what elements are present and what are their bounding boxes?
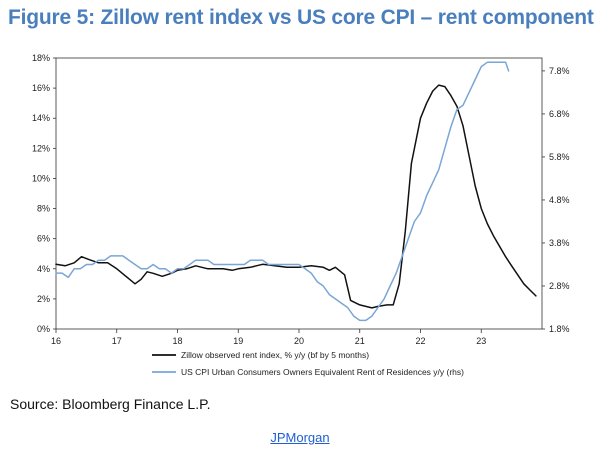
legend-label-zillow: Zillow observed rent index, % y/y (bf by…	[181, 350, 369, 360]
x-tick-label: 23	[476, 336, 486, 346]
right-tick-label: 1.8%	[549, 324, 570, 334]
axes: 0% 2% 4% 6% 8% 10% 12% 14% 16% 18% 1.8% 2.8% 3.8% 4.8…	[32, 53, 570, 346]
plot-frame	[55, 57, 543, 330]
left-tick-label: 14%	[32, 113, 50, 123]
series-lines	[55, 61, 537, 322]
legend: Zillow observed rent index, % y/y (bf by…	[152, 350, 464, 377]
cpi-oer-line	[55, 61, 510, 322]
x-tick-label: 20	[294, 336, 304, 346]
right-tick-label: 4.8%	[549, 195, 570, 205]
x-tick-label: 21	[355, 336, 365, 346]
left-tick-label: 16%	[32, 83, 50, 93]
right-tick-label: 6.8%	[549, 109, 570, 119]
x-tick-label: 19	[233, 336, 243, 346]
left-tick-label: 2%	[37, 294, 50, 304]
left-tick-label: 12%	[32, 143, 50, 153]
line-chart: 0% 2% 4% 6% 8% 10% 12% 14% 16% 18% 1.8% 2.8% 3.8% 4.8…	[32, 53, 570, 377]
right-tick-label: 3.8%	[549, 238, 570, 248]
x-tick-label: 17	[112, 336, 122, 346]
zillow-rent-line	[55, 84, 537, 309]
right-tick-label: 7.8%	[549, 66, 570, 76]
left-tick-label: 6%	[37, 234, 50, 244]
left-tick-label: 8%	[37, 204, 50, 214]
right-tick-label: 2.8%	[549, 281, 570, 291]
right-tick-label: 5.8%	[549, 152, 570, 162]
jpmorgan-link[interactable]: JPMorgan	[270, 430, 330, 445]
left-tick-label: 4%	[37, 264, 50, 274]
brand-footer: JPMorgan	[0, 430, 600, 445]
left-tick-label: 0%	[37, 324, 50, 334]
left-tick-label: 10%	[32, 173, 50, 183]
x-tick-label: 18	[172, 336, 182, 346]
legend-label-cpi: US CPI Urban Consumers Owners Equivalent…	[181, 367, 464, 377]
chart-title: Figure 5: Zillow rent index vs US core C…	[8, 6, 594, 29]
source-note: Source: Bloomberg Finance L.P.	[10, 396, 211, 412]
x-tick-label: 16	[51, 336, 61, 346]
left-tick-label: 18%	[32, 53, 50, 63]
x-tick-label: 22	[415, 336, 425, 346]
